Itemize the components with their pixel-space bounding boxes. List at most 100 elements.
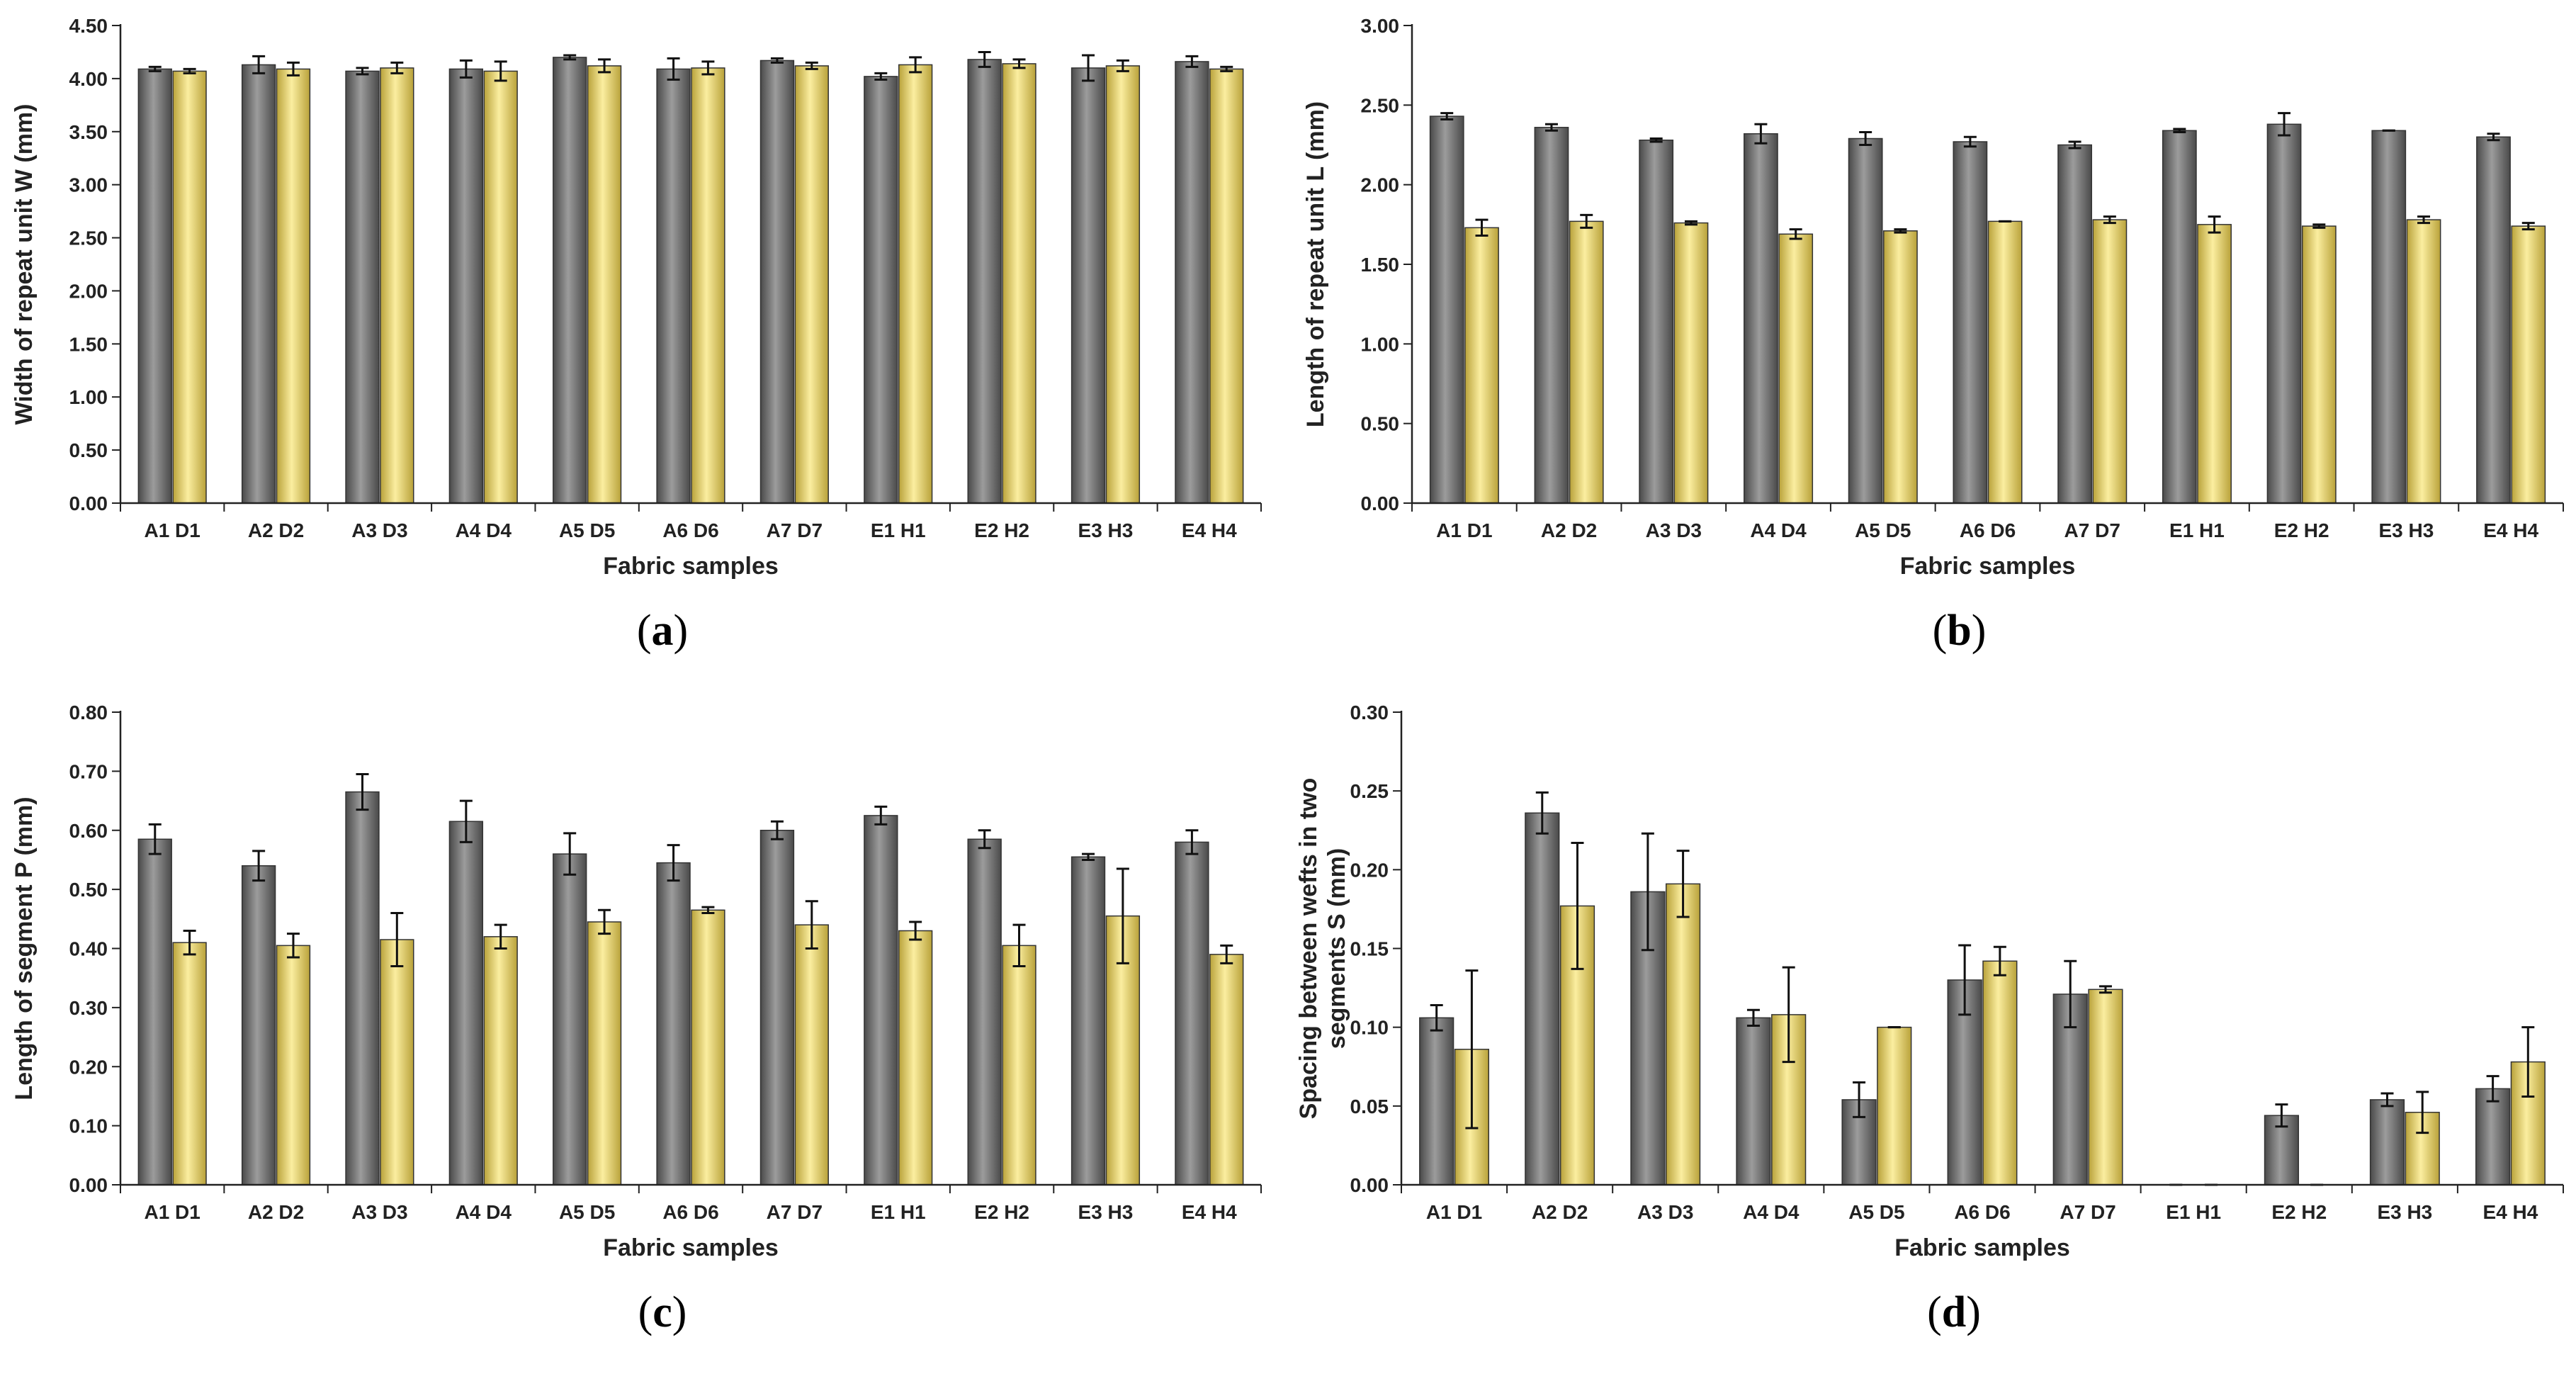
chart-b: 0.00 0.50 1.00 1.50 2.00 2.50 3.00 A1 D1 A2 D2 A3… — [1302, 15, 2564, 655]
y-tick-label: 0.50 — [69, 879, 108, 901]
panel-caption: (a) — [637, 607, 688, 655]
category-label: A2 D2 — [1532, 1201, 1588, 1223]
bar-yellow — [1673, 222, 1709, 504]
bar-yellow — [691, 909, 725, 1186]
category-label: E1 H1 — [871, 1201, 926, 1223]
y-tick-label: 0.60 — [69, 820, 108, 842]
category-label: A7 D7 — [2060, 1201, 2115, 1223]
bar-yellow — [898, 64, 933, 504]
chart-panel-d: 0.00 0.05 0.10 0.15 0.20 0.25 0.30 A1 D1 A2 D2 A3… — [1288, 685, 2576, 1374]
y-tick-label: 2.50 — [1361, 94, 1400, 116]
category-label: E3 H3 — [2377, 1201, 2432, 1223]
bar-gray — [864, 815, 898, 1186]
category-label: E3 H3 — [1078, 519, 1134, 541]
bar-yellow — [1464, 227, 1499, 504]
bar-gray — [759, 60, 795, 504]
category-label: A3 D3 — [351, 1201, 407, 1223]
category-label: A4 D4 — [456, 519, 512, 541]
chart-panel-c: 0.00 0.10 0.20 0.30 0.40 0.50 0.60 0.70 0.80 A1 D… — [0, 685, 1288, 1374]
category-label: A1 D1 — [144, 1201, 200, 1223]
bar-gray — [137, 68, 172, 504]
bar-yellow — [483, 70, 518, 504]
y-tick-label: 0.10 — [1350, 1017, 1389, 1039]
category-label: A4 D4 — [1743, 1201, 1800, 1223]
category-label: E2 H2 — [974, 1201, 1029, 1223]
y-tick-label: 3.00 — [1361, 15, 1400, 37]
bar-yellow — [483, 936, 518, 1186]
bar-gray — [2369, 1099, 2405, 1186]
x-axis-title: Fabric samples — [603, 553, 779, 580]
x-axis-title: Fabric samples — [1894, 1234, 2070, 1261]
category-label: E1 H1 — [871, 519, 926, 541]
y-tick-label: 0.50 — [1361, 413, 1400, 435]
bar-gray — [345, 70, 380, 504]
bar-yellow — [2301, 225, 2337, 504]
y-tick-label: 0.15 — [1350, 938, 1389, 960]
category-label: A7 D7 — [767, 1201, 823, 1223]
y-tick-label: 0.10 — [69, 1115, 108, 1137]
x-axis-title: Fabric samples — [1900, 553, 2076, 580]
bar-gray — [2476, 136, 2511, 504]
chart-a: 0.00 0.50 1.00 1.50 2.00 2.50 3.00 3.50 4.00 4.50… — [11, 15, 1262, 655]
chart-c: 0.00 0.10 0.20 0.30 0.40 0.50 0.60 0.70 0.80 A1 D… — [11, 702, 1262, 1336]
bar-gray — [448, 821, 484, 1186]
y-tick-label: 0.30 — [69, 997, 108, 1019]
y-tick-label: 4.00 — [69, 68, 108, 90]
panel-caption: (d) — [1927, 1288, 1981, 1336]
y-tick-label: 3.50 — [69, 121, 108, 143]
y-tick-label: 0.05 — [1350, 1096, 1389, 1117]
bar-gray — [1525, 812, 1560, 1186]
bar-yellow — [1877, 1026, 1912, 1186]
bar-gray — [1419, 1017, 1454, 1186]
bar-gray — [967, 838, 1002, 1186]
y-tick-label: 0.00 — [1350, 1174, 1389, 1196]
chart-panel-b: 0.00 0.50 1.00 1.50 2.00 2.50 3.00 A1 D1 A2 D2 A3… — [1288, 0, 2576, 689]
bar-gray — [345, 791, 380, 1186]
y-tick-label: 0.00 — [69, 492, 108, 514]
category-label: A2 D2 — [1541, 519, 1597, 541]
y-axis-title: segments S (mm) — [1323, 848, 1350, 1049]
bar-yellow — [1209, 954, 1244, 1186]
x-axis-title: Fabric samples — [603, 1234, 779, 1261]
bar-gray — [1953, 141, 1988, 504]
chart-d: 0.00 0.05 0.10 0.15 0.20 0.25 0.30 A1 D1 A2 D2 A3… — [1295, 702, 2564, 1336]
category-label: A7 D7 — [767, 519, 823, 541]
y-tick-label: 0.20 — [69, 1056, 108, 1078]
bar-gray — [656, 68, 691, 504]
bar-yellow — [1883, 230, 1918, 504]
bar-yellow — [380, 939, 414, 1186]
bar-yellow — [380, 67, 414, 504]
y-tick-label: 4.50 — [69, 15, 108, 37]
category-label: E4 H4 — [2483, 1201, 2538, 1223]
bar-yellow — [898, 930, 933, 1186]
category-label: E1 H1 — [2169, 519, 2225, 541]
category-label: E2 H2 — [974, 519, 1029, 541]
y-tick-label: 2.00 — [1361, 174, 1400, 196]
category-label: A3 D3 — [351, 519, 407, 541]
y-tick-label: 2.00 — [69, 280, 108, 302]
bar-gray — [2266, 123, 2302, 504]
y-tick-label: 0.20 — [1350, 859, 1389, 881]
bar-gray — [2162, 130, 2197, 504]
category-label: A6 D6 — [662, 1201, 718, 1223]
category-label: A2 D2 — [248, 1201, 304, 1223]
category-label: A6 D6 — [662, 519, 718, 541]
bar-gray — [656, 862, 691, 1186]
bar-gray — [1534, 127, 1569, 504]
bar-gray — [2371, 130, 2407, 504]
category-label: A2 D2 — [248, 519, 304, 541]
category-label: E4 H4 — [1182, 519, 1237, 541]
bar-yellow — [587, 65, 622, 504]
bar-gray — [1736, 1017, 1771, 1186]
y-tick-label: 0.00 — [1361, 492, 1400, 514]
y-axis-title: Length of segment P (mm) — [11, 796, 38, 1100]
category-label: A5 D5 — [1855, 519, 1911, 541]
bar-yellow — [276, 945, 311, 1186]
category-label: A6 D6 — [1954, 1201, 2010, 1223]
y-tick-label: 1.00 — [1361, 333, 1400, 355]
bar-yellow — [1778, 233, 1814, 504]
bar-yellow — [587, 921, 622, 1186]
y-tick-label: 3.00 — [69, 174, 108, 196]
bar-yellow — [794, 65, 829, 504]
bar-yellow — [2092, 219, 2128, 504]
